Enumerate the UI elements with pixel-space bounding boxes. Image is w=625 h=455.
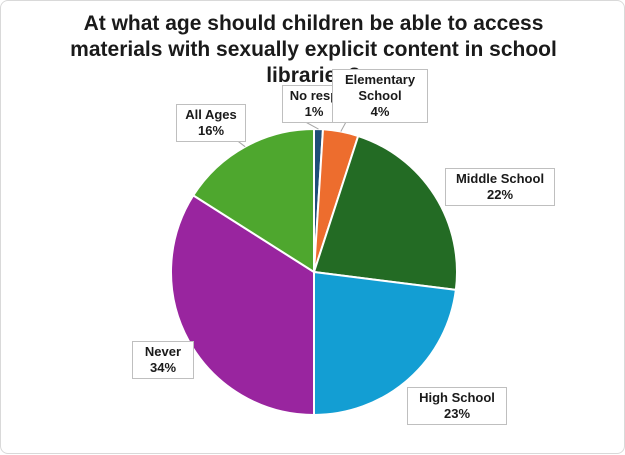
label-high-school-name: High School bbox=[419, 390, 495, 405]
label-high-school-pct: 23% bbox=[443, 406, 471, 421]
label-middle-school: Middle School 22% bbox=[445, 168, 555, 206]
label-no-response-pct: 1% bbox=[304, 104, 324, 119]
label-middle-school-name: Middle School bbox=[455, 171, 545, 186]
label-all-ages-name: All Ages bbox=[185, 107, 237, 122]
label-middle-school-pct: 22% bbox=[486, 187, 514, 202]
label-elementary-school: Elementary School 4% bbox=[332, 69, 428, 123]
pie-slice-high-school bbox=[313, 270, 457, 417]
label-never: Never 34% bbox=[132, 341, 194, 379]
label-all-ages-pct: 16% bbox=[197, 123, 225, 138]
label-elementary-school-pct: 4% bbox=[370, 104, 390, 119]
label-never-pct: 34% bbox=[149, 360, 177, 375]
label-no-response-name: No resp bbox=[289, 88, 339, 103]
label-never-name: Never bbox=[144, 344, 182, 359]
label-high-school: High School 23% bbox=[407, 387, 507, 425]
leader-line-elementary-school bbox=[340, 121, 347, 132]
pie-slice-middle-school bbox=[312, 134, 458, 292]
label-elementary-school-name: Elementary School bbox=[344, 72, 416, 103]
chart-title: At what age should children be able to a… bbox=[70, 12, 557, 87]
label-all-ages: All Ages 16% bbox=[176, 104, 246, 142]
pie-slice-all-ages bbox=[191, 127, 315, 274]
